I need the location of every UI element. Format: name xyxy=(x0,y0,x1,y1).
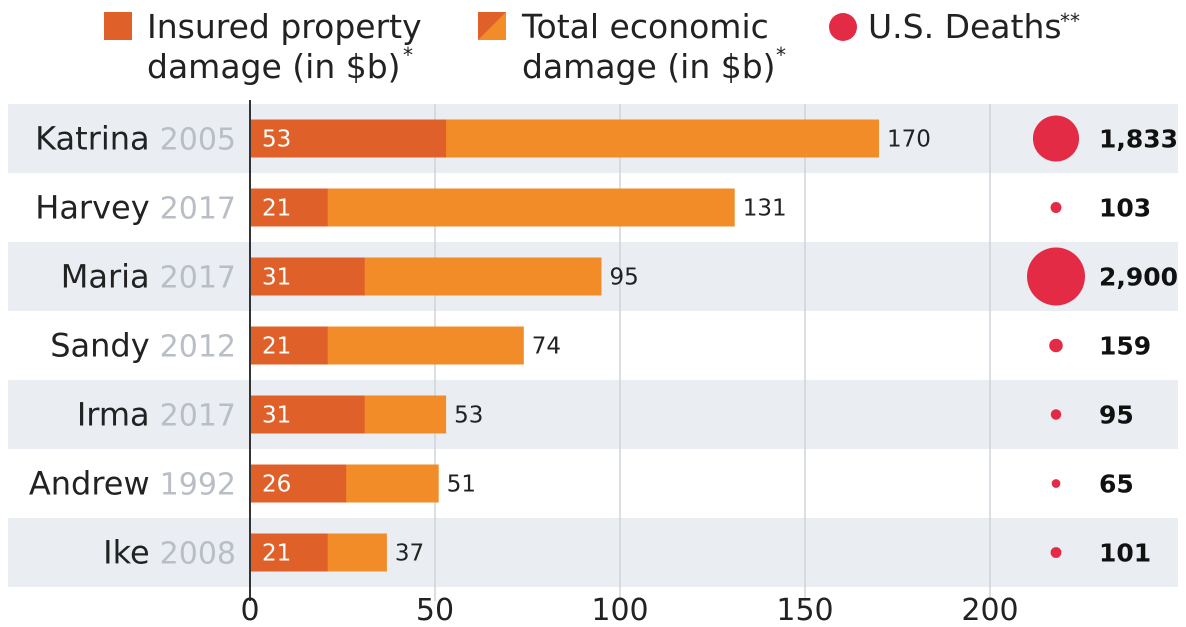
category-year: 1992 xyxy=(160,468,236,503)
category-year: 2012 xyxy=(160,330,236,365)
category-year: 2005 xyxy=(160,123,236,158)
insured-value-label: 53 xyxy=(262,127,291,153)
insured-damage-bar xyxy=(250,464,347,503)
category-name: Maria xyxy=(61,258,150,296)
deaths-bubble xyxy=(1049,338,1063,353)
category-name: Harvey xyxy=(35,189,149,227)
total-value-label: 95 xyxy=(610,265,639,291)
deaths-value-label: 2,900 xyxy=(1099,263,1178,292)
insured-damage-bar xyxy=(250,188,328,227)
x-tick-label: 0 xyxy=(240,593,259,627)
deaths-bubble xyxy=(1051,479,1061,488)
insured-value-label: 26 xyxy=(262,472,291,498)
x-tick-label: 150 xyxy=(776,593,833,627)
total-value-label: 170 xyxy=(887,127,931,153)
category-name: Ike xyxy=(103,534,150,572)
total-value-label: 53 xyxy=(454,403,483,429)
category-year: 2017 xyxy=(160,261,236,296)
legend-total-line1: Total economic xyxy=(521,7,769,46)
insured-value-label: 31 xyxy=(262,265,291,291)
legend-insured-line1: Insured property xyxy=(147,7,422,46)
category-name: Andrew xyxy=(29,465,150,503)
total-value-label: 74 xyxy=(532,334,561,360)
x-tick-label: 200 xyxy=(961,593,1018,627)
legend-deaths-sup: ** xyxy=(1060,9,1080,33)
deaths-value-label: 159 xyxy=(1099,332,1151,361)
insured-damage-bar xyxy=(250,257,365,296)
x-tick-label: 50 xyxy=(416,593,454,627)
total-damage-bar xyxy=(250,188,735,227)
category-name: Katrina xyxy=(35,120,150,158)
total-value-label: 37 xyxy=(395,541,424,567)
deaths-bubble xyxy=(1027,247,1085,306)
legend-insured-line2: damage (in $b) xyxy=(147,47,401,86)
legend-insured-swatch xyxy=(104,12,132,40)
insured-damage-bar xyxy=(250,326,328,365)
deaths-value-label: 101 xyxy=(1099,539,1151,568)
legend: Insured property damage (in $b) * Total … xyxy=(104,7,1080,86)
deaths-bubble xyxy=(1050,202,1062,213)
deaths-bubble xyxy=(1032,115,1080,162)
insured-value-label: 21 xyxy=(262,334,291,360)
legend-total-line2: damage (in $b) xyxy=(522,47,776,86)
category-name: Irma xyxy=(77,396,150,434)
legend-insured-sup: * xyxy=(403,43,413,67)
row-band xyxy=(8,518,1178,587)
category-year: 2008 xyxy=(160,537,236,572)
x-tick-label: 100 xyxy=(591,593,648,627)
row-band xyxy=(8,380,1178,449)
insured-damage-bar xyxy=(250,119,447,158)
insured-value-label: 21 xyxy=(262,196,291,222)
category-year: 2017 xyxy=(160,399,236,434)
category-year: 2017 xyxy=(160,192,236,227)
deaths-bubble xyxy=(1050,547,1062,558)
deaths-value-label: 1,833 xyxy=(1099,125,1178,154)
deaths-value-label: 103 xyxy=(1099,194,1151,223)
deaths-bubble xyxy=(1050,409,1062,420)
insured-damage-bar xyxy=(250,533,328,572)
insured-value-label: 31 xyxy=(262,403,291,429)
legend-total-swatch xyxy=(478,12,506,40)
insured-damage-bar xyxy=(250,395,365,434)
deaths-value-label: 65 xyxy=(1099,470,1134,499)
total-value-label: 51 xyxy=(447,472,476,498)
plot-area: 2005 Katrina 53 170 1,833 2017 Harvey 21 131 103 2… xyxy=(8,100,1178,627)
total-value-label: 131 xyxy=(743,196,787,222)
legend-deaths-dot xyxy=(829,13,857,41)
legend-deaths-label: U.S. Deaths xyxy=(868,7,1062,46)
insured-value-label: 21 xyxy=(262,541,291,567)
deaths-value-label: 95 xyxy=(1099,401,1134,430)
category-name: Sandy xyxy=(50,327,149,365)
legend-total-sup: * xyxy=(776,43,786,67)
